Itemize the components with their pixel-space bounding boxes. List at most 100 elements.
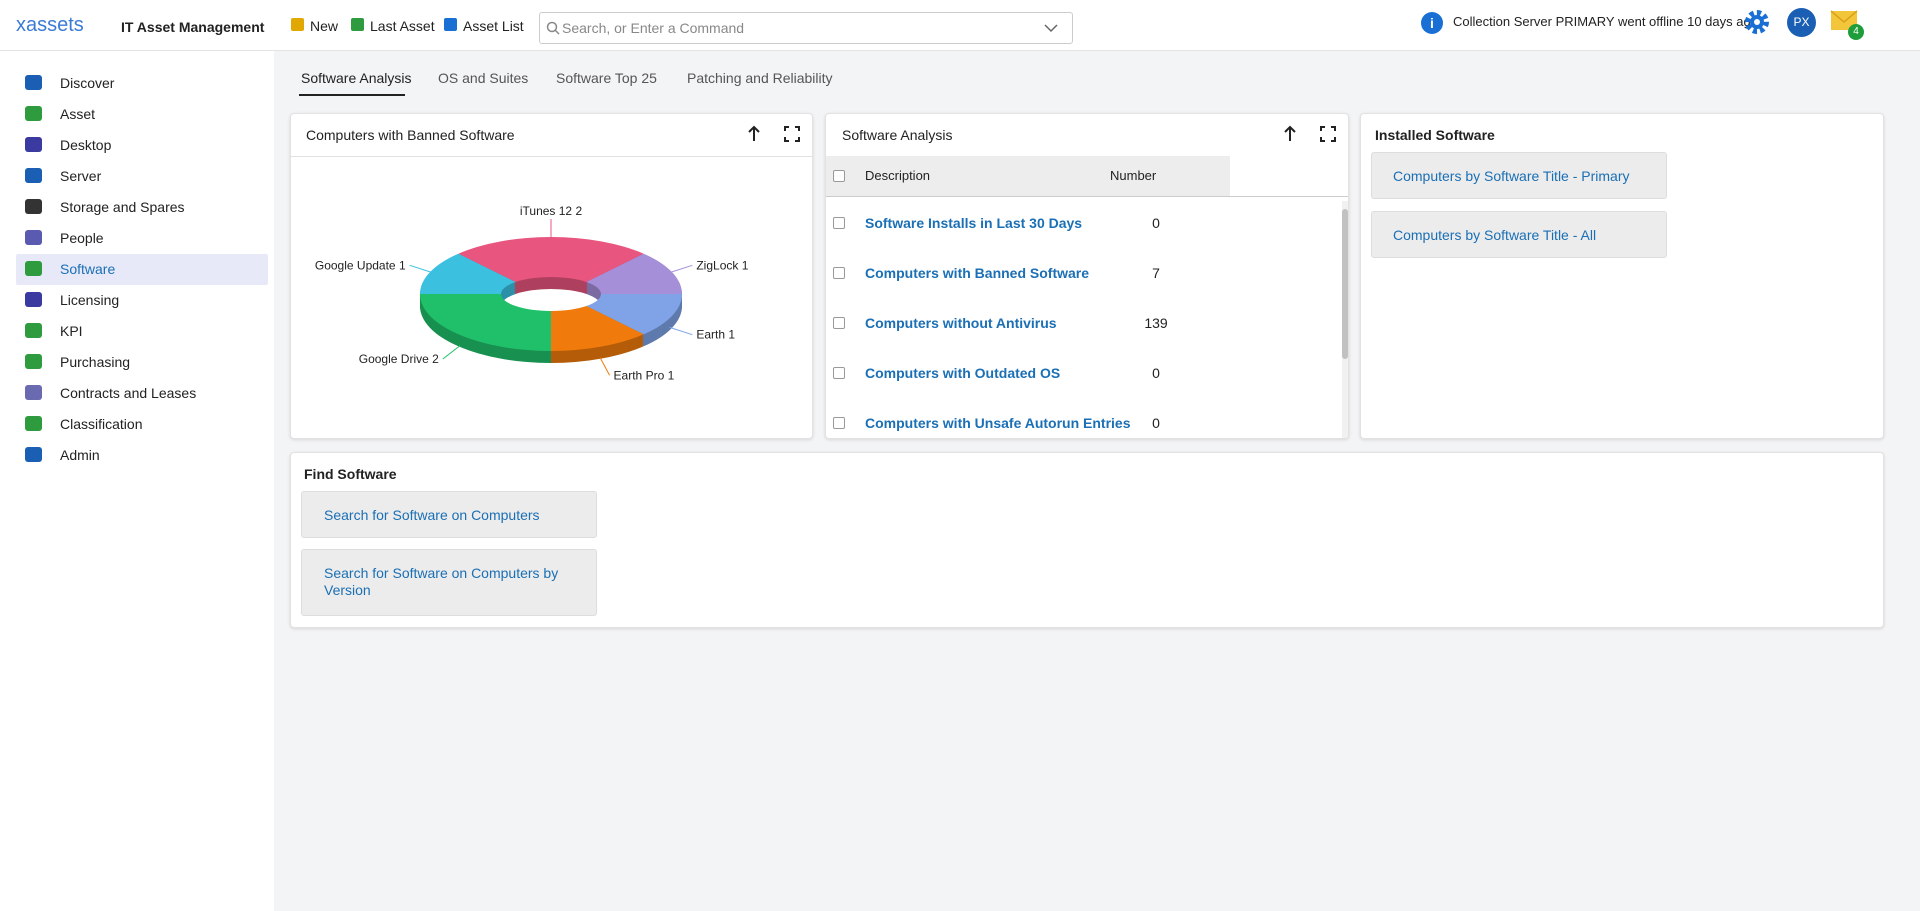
- slice-label: Google Update 1: [315, 258, 406, 272]
- row-link[interactable]: Computers with Unsafe Autorun Entries: [865, 415, 1131, 431]
- link-box[interactable]: Search for Software on Computers by Vers…: [301, 549, 597, 616]
- slice-label: Earth 1: [696, 328, 735, 342]
- nav-item[interactable]: Licensing: [60, 292, 119, 308]
- slice-label: Earth Pro 1: [614, 368, 675, 382]
- slice-value: 1: [742, 258, 749, 272]
- search-box[interactable]: Search, or Enter a Command: [539, 12, 1073, 44]
- tab[interactable]: Software Top 25: [556, 70, 657, 86]
- action-button[interactable]: New: [310, 18, 338, 34]
- slice-name: Earth Pro: [614, 368, 665, 382]
- link-box[interactable]: Search for Software on Computers: [301, 491, 597, 538]
- leader-line: [670, 265, 693, 272]
- action-button[interactable]: Asset List: [463, 18, 524, 34]
- nav-item[interactable]: Asset: [60, 106, 95, 122]
- slice-name: Google Drive: [359, 352, 429, 366]
- column-header: Number: [1110, 168, 1156, 183]
- nav-icon: [25, 292, 42, 307]
- link[interactable]: Search for Software on Computers by Vers…: [324, 565, 564, 599]
- column-header: Description: [865, 168, 930, 183]
- nav-item[interactable]: Server: [60, 168, 101, 184]
- avatar[interactable]: PX: [1787, 8, 1816, 37]
- panel-title: Software Analysis: [842, 127, 953, 143]
- search-icon: [546, 21, 560, 35]
- logo[interactable]: xassets: [16, 14, 84, 37]
- nav-item[interactable]: Purchasing: [60, 354, 130, 370]
- checkbox[interactable]: [833, 317, 845, 329]
- row-link[interactable]: Computers with Outdated OS: [865, 365, 1060, 381]
- nav-item[interactable]: Admin: [60, 447, 100, 463]
- top-bar: xassets IT Asset Management Search, or E…: [0, 0, 1920, 51]
- link[interactable]: Computers by Software Title - All: [1393, 227, 1596, 243]
- nav-item[interactable]: Software: [60, 261, 115, 277]
- move-up[interactable]: [1285, 127, 1295, 141]
- search-placeholder: Search, or Enter a Command: [562, 20, 744, 36]
- nav-item[interactable]: Discover: [60, 75, 114, 91]
- analysis-panel: Software Analysis Description Number Softw…: [825, 113, 1349, 439]
- sidebar: Discover Asset Desktop Server Storage and Sp…: [0, 51, 274, 911]
- link-box[interactable]: Computers by Software Title - All: [1371, 211, 1667, 258]
- nav-item[interactable]: KPI: [60, 323, 83, 339]
- nav-item[interactable]: Storage and Spares: [60, 199, 185, 215]
- app-title: IT Asset Management: [121, 19, 264, 35]
- row-link[interactable]: Computers without Antivirus: [865, 315, 1057, 331]
- slice-value: 1: [728, 328, 735, 342]
- action-icon[interactable]: [351, 18, 364, 31]
- nav-icon: [25, 75, 42, 90]
- row-number: 0: [1116, 215, 1196, 231]
- slice-name: ZigLock: [696, 258, 739, 272]
- panel-title: Installed Software: [1375, 127, 1495, 143]
- tab[interactable]: Software Analysis: [301, 70, 412, 86]
- nav-icon: [25, 354, 42, 369]
- row-number: 7: [1116, 265, 1196, 281]
- nav-icon: [25, 137, 42, 152]
- checkbox[interactable]: [833, 170, 845, 182]
- leader-line: [410, 265, 433, 272]
- nav-item[interactable]: Classification: [60, 416, 142, 432]
- slice-value: 1: [668, 368, 675, 382]
- slice-label: ZigLock 1: [696, 258, 748, 272]
- nav-icon: [25, 168, 42, 183]
- info-icon[interactable]: i: [1420, 11, 1444, 35]
- nav-icon: [25, 385, 42, 400]
- scrollbar-thumb[interactable]: [1342, 209, 1348, 359]
- nav-item[interactable]: People: [60, 230, 104, 246]
- slice-label: Google Drive 2: [359, 352, 439, 366]
- notification[interactable]: Collection Server PRIMARY went offline 1…: [1453, 14, 1758, 29]
- checkbox[interactable]: [833, 217, 845, 229]
- row-number: 0: [1116, 365, 1196, 381]
- move-up[interactable]: [749, 127, 759, 141]
- active-highlight: [16, 254, 268, 285]
- maximize[interactable]: [785, 127, 799, 141]
- tab[interactable]: Patching and Reliability: [687, 70, 833, 86]
- slice-label: iTunes 12 2: [520, 204, 583, 218]
- action-icon[interactable]: [291, 18, 304, 31]
- donut-chart: iTunes 12 2ZigLock 1Earth 1Earth Pro 1Go…: [290, 156, 811, 436]
- row-link[interactable]: Software Installs in Last 30 Days: [865, 215, 1082, 231]
- checkbox[interactable]: [833, 267, 845, 279]
- slice: [420, 294, 551, 351]
- action-icon[interactable]: [444, 18, 457, 31]
- panel-title: Computers with Banned Software: [306, 127, 515, 143]
- checkbox[interactable]: [833, 417, 845, 429]
- nav-icon: [25, 199, 42, 214]
- slice-value: 1: [399, 258, 406, 272]
- link[interactable]: Search for Software on Computers: [324, 507, 564, 524]
- nav-item[interactable]: Desktop: [60, 137, 111, 153]
- nav-icon: [25, 323, 42, 338]
- settings-icon[interactable]: [1743, 8, 1771, 36]
- row-number: 139: [1116, 315, 1196, 331]
- checkbox[interactable]: [833, 367, 845, 379]
- tab[interactable]: OS and Suites: [438, 70, 528, 86]
- dropdown-icon[interactable]: [1044, 23, 1058, 33]
- nav-item[interactable]: Contracts and Leases: [60, 385, 196, 401]
- nav-icon: [25, 261, 42, 276]
- slice-value: 2: [575, 204, 582, 218]
- link-box[interactable]: Computers by Software Title - Primary: [1371, 152, 1667, 199]
- leader-line: [600, 358, 609, 376]
- link[interactable]: Computers by Software Title - Primary: [1393, 168, 1630, 184]
- maximize[interactable]: [1321, 127, 1335, 141]
- row-link[interactable]: Computers with Banned Software: [865, 265, 1089, 281]
- nav-icon: [25, 230, 42, 245]
- action-button[interactable]: Last Asset: [370, 18, 435, 34]
